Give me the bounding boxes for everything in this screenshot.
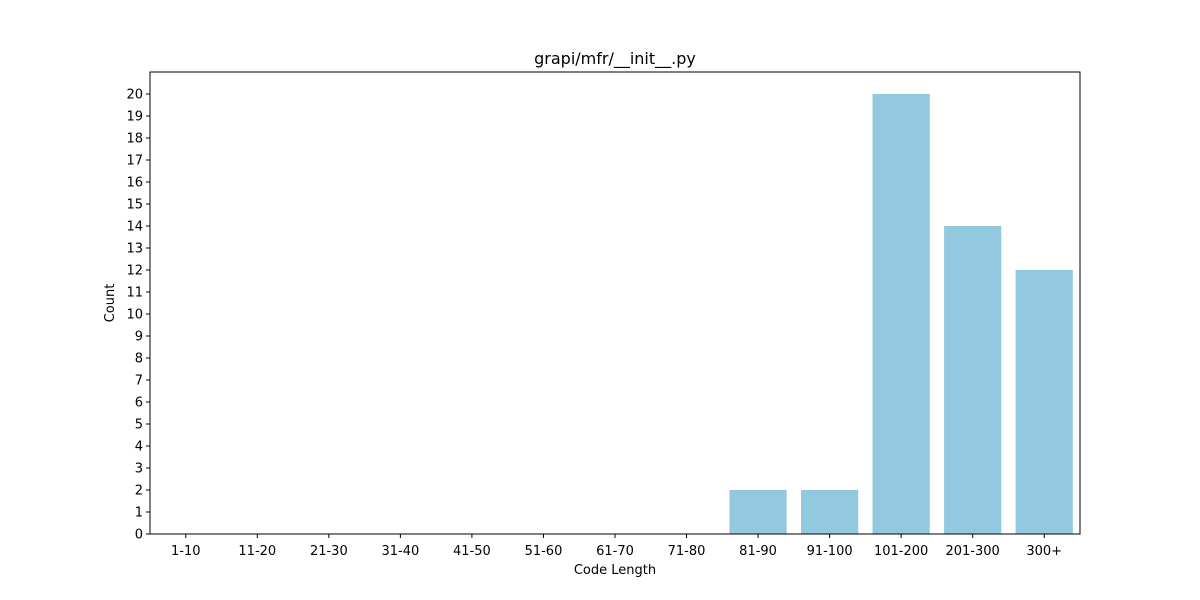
x-axis-title: Code Length xyxy=(574,563,656,578)
y-tick-label: 6 xyxy=(135,396,143,411)
x-tick-label: 21-30 xyxy=(310,544,348,559)
y-tick-label: 2 xyxy=(135,484,143,499)
y-tick-label: 10 xyxy=(126,308,143,323)
x-tick-label: 1-10 xyxy=(171,544,201,559)
x-tick-label: 91-100 xyxy=(807,544,853,559)
y-tick-label: 5 xyxy=(135,418,143,433)
y-tick-label: 4 xyxy=(135,440,143,455)
y-tick-label: 19 xyxy=(126,110,143,125)
y-tick-label: 3 xyxy=(135,462,143,477)
x-tick-label: 31-40 xyxy=(381,544,419,559)
chart-title: grapi/mfr/__init__.py xyxy=(534,49,696,69)
x-tick-label: 201-300 xyxy=(946,544,1000,559)
y-tick-label: 12 xyxy=(126,264,143,279)
y-tick-label: 0 xyxy=(135,528,143,543)
y-tick-label: 14 xyxy=(126,220,143,235)
y-tick-label: 15 xyxy=(126,198,143,213)
x-tick-label: 11-20 xyxy=(238,544,276,559)
y-tick-label: 1 xyxy=(135,506,143,521)
x-axis: 1-10 11-20 21-30 31-40 41-50 51-60 61-70 71-80 8… xyxy=(171,534,1062,559)
y-axis-title: Count xyxy=(103,284,118,323)
y-tick-label: 8 xyxy=(135,352,143,367)
x-tick-label: 300+ xyxy=(1026,544,1062,559)
y-tick-label: 20 xyxy=(126,88,143,103)
plot-frame xyxy=(149,71,1081,535)
x-tick-label: 71-80 xyxy=(668,544,706,559)
x-tick-label: 51-60 xyxy=(525,544,563,559)
y-tick-label: 13 xyxy=(126,242,143,257)
y-tick-label: 17 xyxy=(126,154,143,169)
bar-91-100 xyxy=(801,490,859,534)
bar-300+ xyxy=(1015,270,1073,534)
bar-101-200 xyxy=(872,94,930,534)
y-tick-label: 7 xyxy=(135,374,143,389)
y-tick-label: 18 xyxy=(126,132,143,147)
x-tick-label: 101-200 xyxy=(874,544,928,559)
y-tick-label: 11 xyxy=(126,286,143,301)
y-tick-label: 9 xyxy=(135,330,143,345)
x-tick-label: 41-50 xyxy=(453,544,491,559)
x-tick-label: 81-90 xyxy=(739,544,777,559)
bars-group xyxy=(729,94,1073,534)
bar-201-300 xyxy=(944,226,1002,534)
bar-81-90 xyxy=(729,490,787,534)
y-tick-label: 16 xyxy=(126,176,143,191)
x-tick-label: 61-70 xyxy=(596,544,634,559)
